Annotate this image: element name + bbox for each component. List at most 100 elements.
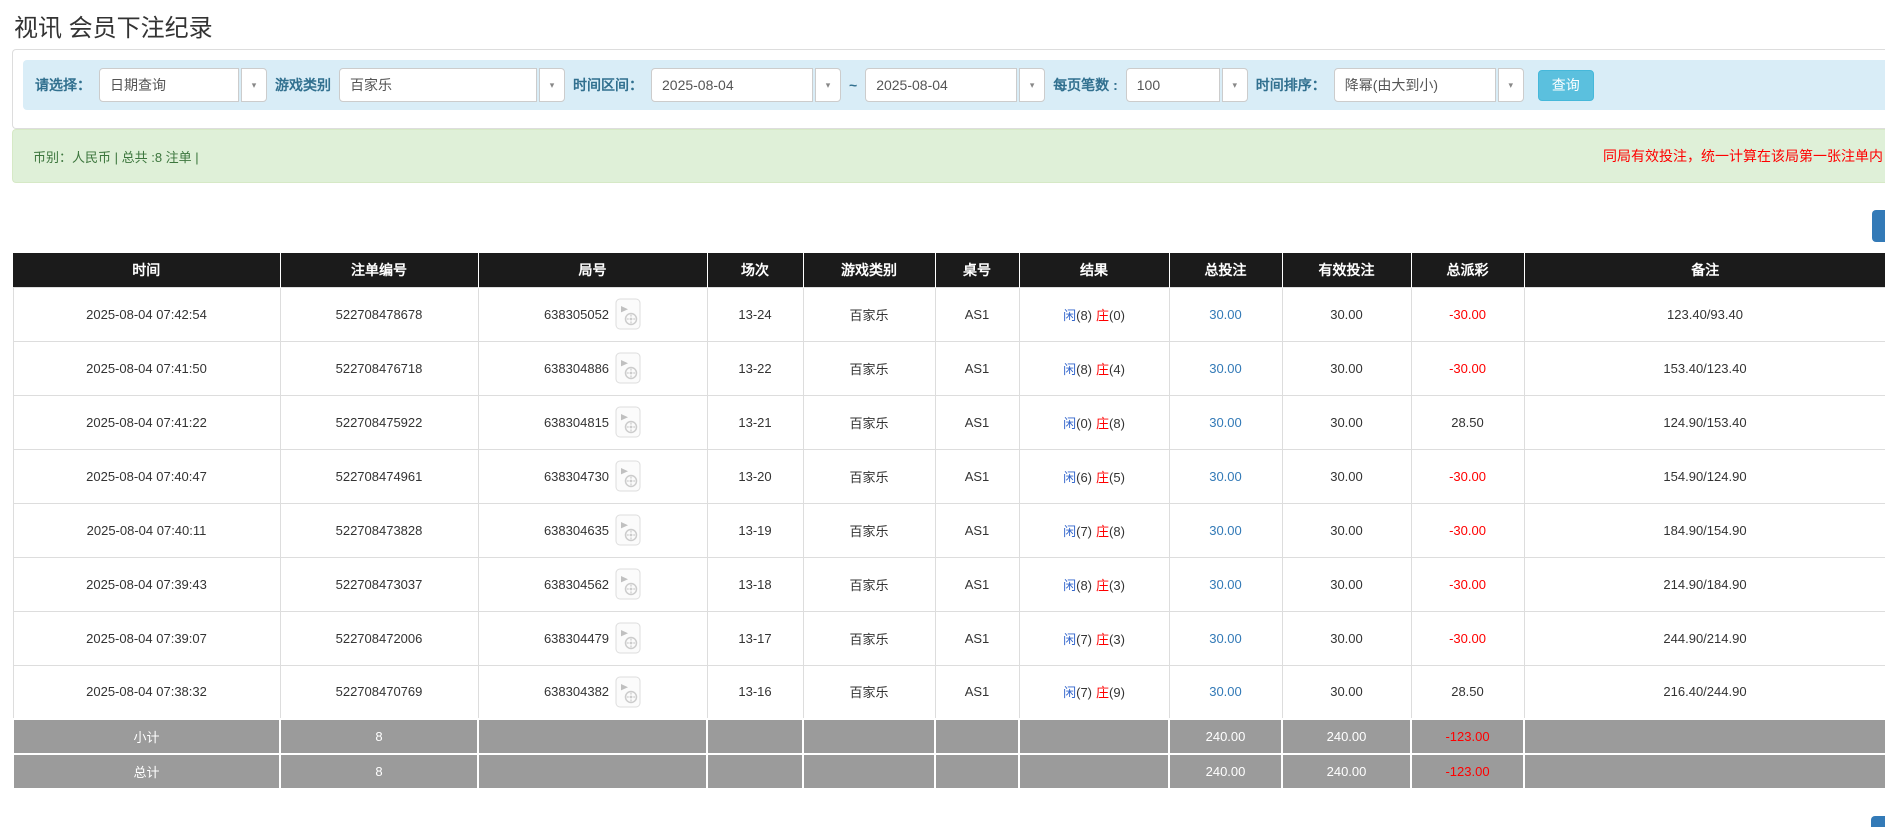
- result-banker-label: 庄: [1096, 523, 1110, 539]
- summary-left-text: 币别：人民币 | 总共 :8 注单 |: [33, 149, 199, 165]
- cell-total-bet: 30.00: [1168, 502, 1283, 558]
- table-header: 时间 注单编号 局号 场次 游戏类别 桌号 结果 总投注 有效投注 总派彩 备注: [13, 253, 1885, 287]
- query-type-select[interactable]: 日期查询 ▾: [99, 68, 267, 102]
- result-banker-label: 庄: [1096, 361, 1110, 377]
- video-icon[interactable]: [615, 298, 641, 330]
- chevron-down-icon[interactable]: ▾: [1019, 68, 1046, 102]
- truncated-pagination-button[interactable]: [1871, 816, 1885, 827]
- cell-remark: 154.90/124.90: [1523, 448, 1885, 504]
- date-from-select[interactable]: 2025-08-04 ▾: [651, 68, 841, 102]
- subtotal-label: 小计: [12, 718, 281, 755]
- cell-game: 百家乐: [802, 448, 936, 504]
- date-to-value: 2025-08-04: [865, 68, 1018, 102]
- header-total-bet: 总投注: [1169, 253, 1283, 287]
- total-bet-link[interactable]: 30.00: [1209, 576, 1242, 592]
- cell-time: 2025-08-04 07:39:43: [12, 556, 281, 612]
- cell-bet-id: 522708475922: [279, 394, 479, 450]
- total-count: 8: [279, 753, 479, 790]
- cell-valid-bet: 30.00: [1281, 610, 1412, 666]
- page-title: 视讯 会员下注纪录: [14, 15, 213, 42]
- round-number: 638304730: [543, 468, 610, 484]
- cell-round: 638304886: [477, 340, 708, 396]
- video-icon[interactable]: [615, 406, 641, 438]
- table-row: 2025-08-04 07:40:11 522708473828 6383046…: [12, 502, 1885, 558]
- sort-label: 时间排序：: [1255, 77, 1326, 93]
- cell-game: 百家乐: [802, 610, 936, 666]
- result-player-label: 闲: [1063, 685, 1077, 701]
- cell-round: 638304635: [477, 502, 708, 558]
- cell-time: 2025-08-04 07:40:47: [12, 448, 281, 504]
- page-size-value: 100: [1125, 68, 1220, 102]
- cell-round: 638305052: [477, 286, 708, 342]
- cell-result: 闲(7) 庄(3): [1018, 610, 1170, 666]
- cell-payout: -30.00: [1410, 340, 1525, 396]
- result-banker-label: 庄: [1096, 415, 1110, 431]
- video-icon[interactable]: [615, 352, 641, 384]
- chevron-down-icon[interactable]: ▾: [539, 68, 565, 102]
- total-label: 总计: [12, 753, 281, 790]
- video-icon[interactable]: [615, 622, 641, 654]
- round-number: 638304635: [543, 522, 610, 538]
- total-bet-link[interactable]: 30.00: [1209, 360, 1242, 376]
- search-button[interactable]: 查询: [1537, 69, 1594, 101]
- chevron-down-icon[interactable]: ▾: [241, 68, 267, 102]
- cell-bet-id: 522708478678: [279, 286, 479, 342]
- page-size-select[interactable]: 100 ▾: [1125, 68, 1248, 102]
- chevron-down-icon[interactable]: ▾: [815, 68, 841, 102]
- truncated-action-button[interactable]: [1872, 210, 1885, 242]
- header-session: 场次: [707, 253, 804, 287]
- total-bet-link[interactable]: 30.00: [1209, 684, 1242, 700]
- chevron-down-icon[interactable]: ▾: [1221, 68, 1248, 102]
- header-valid-bet: 有效投注: [1282, 253, 1412, 287]
- total-bet-link[interactable]: 30.00: [1209, 522, 1242, 538]
- result-banker-points: (3): [1109, 577, 1125, 593]
- filter-bar: 请选择： 日期查询 ▾ 游戏类别 百家乐 ▾ 时间区间： 2025-08-04 …: [23, 60, 1885, 110]
- table-row: 2025-08-04 07:38:32 522708470769 6383043…: [12, 664, 1885, 720]
- cell-table-no: AS1: [934, 502, 1020, 558]
- cell-payout: -30.00: [1410, 286, 1525, 342]
- cell-bet-id: 522708473828: [279, 502, 479, 558]
- chevron-down-icon[interactable]: ▾: [1497, 68, 1524, 102]
- video-icon[interactable]: [615, 514, 641, 546]
- summary-bar: 币别：人民币 | 总共 :8 注单 | 同局有效投注，统一计算在该局第一张注单内: [12, 129, 1885, 183]
- cell-payout: -30.00: [1410, 610, 1525, 666]
- cell-total-bet: 30.00: [1168, 556, 1283, 612]
- total-total-bet: 240.00: [1168, 753, 1283, 790]
- cell-remark: 123.40/93.40: [1523, 286, 1885, 342]
- subtotal-valid-bet: 240.00: [1281, 718, 1412, 755]
- cell-total-bet: 30.00: [1168, 664, 1283, 720]
- total-bet-link[interactable]: 30.00: [1209, 306, 1242, 322]
- video-icon[interactable]: [615, 568, 641, 600]
- round-number: 638304815: [543, 414, 610, 430]
- page-size-label: 每页笔数 :: [1053, 77, 1118, 93]
- cell-payout: 28.50: [1410, 664, 1525, 720]
- table-row: 2025-08-04 07:40:47 522708474961 6383047…: [12, 448, 1885, 504]
- game-type-select[interactable]: 百家乐 ▾: [339, 68, 565, 102]
- cell-game: 百家乐: [802, 340, 936, 396]
- date-to-select[interactable]: 2025-08-04 ▾: [865, 68, 1046, 102]
- cell-round: 638304730: [477, 448, 708, 504]
- cell-table-no: AS1: [934, 448, 1020, 504]
- video-icon[interactable]: [615, 676, 641, 708]
- sort-select[interactable]: 降幂(由大到小) ▾: [1333, 68, 1524, 102]
- total-bet-link[interactable]: 30.00: [1209, 414, 1242, 430]
- cell-game: 百家乐: [802, 394, 936, 450]
- total-bet-link[interactable]: 30.00: [1209, 630, 1242, 646]
- result-player-label: 闲: [1063, 631, 1077, 647]
- cell-time: 2025-08-04 07:38:32: [12, 664, 281, 720]
- cell-session: 13-16: [706, 664, 804, 720]
- total-bet-link[interactable]: 30.00: [1209, 468, 1242, 484]
- video-icon[interactable]: [615, 460, 641, 492]
- total-row: 总计 8 240.00 240.00 -123.00: [12, 753, 1885, 790]
- result-player-points: (8): [1076, 361, 1092, 377]
- cell-session: 13-18: [706, 556, 804, 612]
- cell-total-bet: 30.00: [1168, 610, 1283, 666]
- result-player-points: (7): [1076, 523, 1092, 539]
- cell-bet-id: 522708473037: [279, 556, 479, 612]
- cell-time: 2025-08-04 07:42:54: [12, 286, 281, 342]
- round-number: 638304562: [543, 576, 610, 592]
- header-result: 结果: [1019, 253, 1170, 287]
- result-banker-label: 庄: [1096, 577, 1110, 593]
- cell-remark: 216.40/244.90: [1523, 664, 1885, 720]
- result-player-points: (8): [1076, 307, 1092, 323]
